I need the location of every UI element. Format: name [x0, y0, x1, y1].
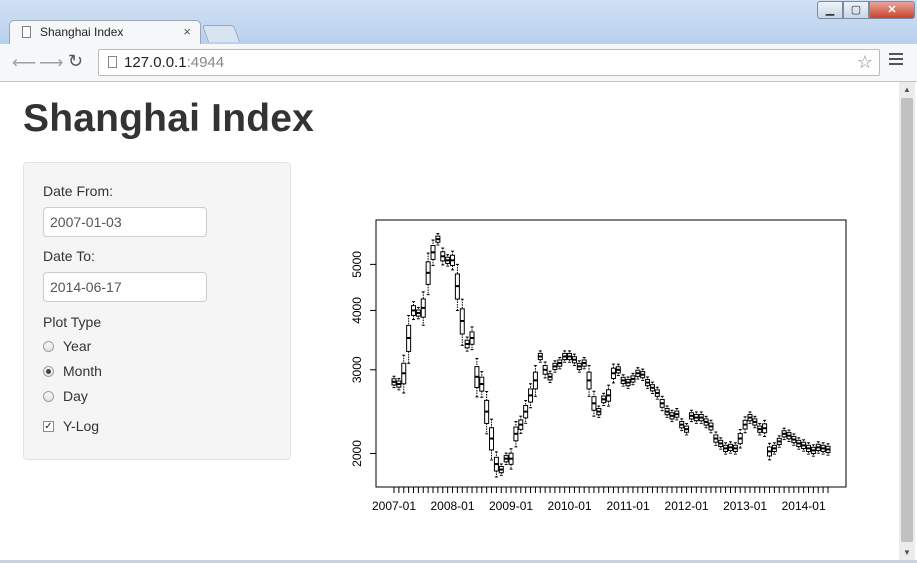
window-titlebar: Shanghai Index × ▁ ▢ ✕ — [0, 0, 917, 44]
x-tick-label: 2008-01 — [430, 499, 474, 513]
y-tick-label: 2000 — [350, 440, 364, 467]
window-maximize-button[interactable]: ▢ — [843, 1, 869, 19]
scroll-up-icon[interactable]: ▲ — [903, 85, 911, 94]
page-icon — [108, 56, 117, 68]
y-tick-label: 3000 — [350, 356, 364, 383]
address-bar[interactable]: 127.0.0.1:4944 ☆ — [98, 49, 880, 76]
radio-month[interactable]: Month — [43, 363, 102, 379]
ylog-label: Y-Log — [63, 418, 100, 434]
plot-frame — [375, 219, 847, 488]
x-tick-label: 2011-01 — [606, 499, 649, 513]
radio-day-label: Day — [63, 388, 88, 404]
scroll-down-icon[interactable]: ▼ — [903, 548, 911, 557]
star-icon[interactable]: ☆ — [856, 52, 873, 72]
arrow-left-icon[interactable]: ⟵ — [12, 53, 37, 72]
ylog-checkbox-row[interactable]: ✓ Y-Log — [43, 418, 99, 434]
x-tick-label: 2009-01 — [489, 499, 533, 513]
date-from-input[interactable] — [43, 207, 207, 237]
radio-button[interactable] — [43, 340, 54, 352]
page-title: Shanghai Index — [23, 97, 315, 140]
radio-day[interactable]: Day — [43, 388, 88, 404]
browser-toolbar: ⟵ ⟶ ↻ 127.0.0.1:4944 ☆ — [0, 44, 917, 82]
date-to-label: Date To: — [43, 248, 95, 264]
y-tick-label: 4000 — [350, 297, 364, 324]
boxplot-chart: 2000 3000 4000 5000 2007-01 2008-01 2009-01 201… — [350, 219, 847, 513]
x-tick-label: 2013-01 — [723, 499, 767, 513]
radio-button-selected[interactable] — [43, 365, 54, 377]
reload-icon[interactable]: ↻ — [68, 51, 84, 71]
ylog-checkbox[interactable]: ✓ — [43, 420, 54, 432]
scrollbar-thumb[interactable] — [901, 98, 913, 542]
window-close-button[interactable]: ✕ — [869, 1, 915, 19]
tab-title: Shanghai Index — [40, 25, 124, 39]
url-text[interactable]: 127.0.0.1:4944 — [124, 54, 225, 71]
plot-type-label: Plot Type — [43, 314, 102, 330]
date-from-label: Date From: — [43, 183, 114, 199]
hamburger-menu-icon[interactable] — [889, 53, 903, 68]
x-tick-label: 2012-01 — [665, 499, 709, 513]
vertical-scrollbar[interactable]: ▲ ▼ — [899, 82, 915, 560]
x-tick-label: 2010-01 — [548, 499, 592, 513]
y-tick-label: 5000 — [350, 251, 364, 278]
radio-year[interactable]: Year — [43, 338, 91, 354]
sidebar-panel: Date From: Date To: Plot Type Year Month… — [23, 162, 291, 460]
radio-button[interactable] — [43, 390, 54, 402]
date-to-input[interactable] — [43, 272, 207, 302]
x-tick-label: 2014-01 — [782, 499, 826, 513]
tab-close-button[interactable]: × — [183, 24, 191, 39]
radio-year-label: Year — [63, 338, 92, 354]
window-bottom-border — [0, 560, 917, 563]
radio-month-label: Month — [63, 363, 102, 379]
document-icon — [22, 26, 31, 38]
browser-tab[interactable]: Shanghai Index × — [9, 20, 201, 44]
arrow-right-icon[interactable]: ⟶ — [39, 53, 64, 72]
x-tick-label: 2007-01 — [372, 499, 416, 513]
window-minimize-button[interactable]: ▁ — [817, 1, 843, 19]
page-viewport: Shanghai Index Date From: Date To: Plot … — [0, 82, 899, 560]
new-tab-button[interactable] — [201, 25, 241, 42]
